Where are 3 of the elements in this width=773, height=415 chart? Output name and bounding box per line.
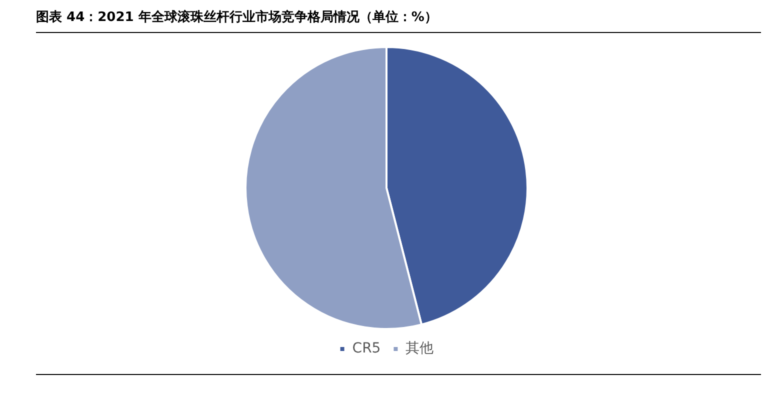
legend-label: CR5 xyxy=(352,340,381,357)
legend-label: 其他 xyxy=(406,340,434,357)
chart-title: 图表 44：2021 年全球滚珠丝杆行业市场竞争格局情况（单位：%） xyxy=(36,8,761,33)
